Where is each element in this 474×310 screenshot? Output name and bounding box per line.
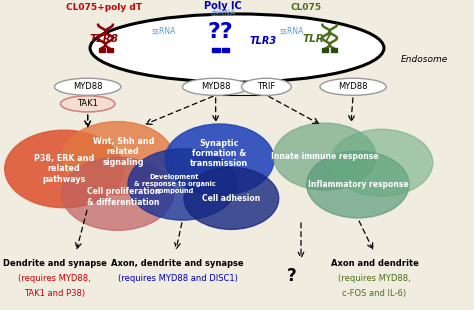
Circle shape xyxy=(184,167,279,229)
Text: MYD88: MYD88 xyxy=(73,82,102,91)
Bar xyxy=(99,48,105,52)
Text: Axon and dendrite: Axon and dendrite xyxy=(330,259,419,268)
Bar xyxy=(322,48,328,52)
Text: MYD88: MYD88 xyxy=(201,82,230,91)
Text: dsRNA: dsRNA xyxy=(210,9,236,19)
Text: P38, ERK and
related
pathways: P38, ERK and related pathways xyxy=(34,154,94,184)
Text: TAK1: TAK1 xyxy=(77,99,98,108)
Text: (requires MYD88,: (requires MYD88, xyxy=(18,274,91,283)
Circle shape xyxy=(128,149,237,220)
Text: ssRNA: ssRNA xyxy=(279,26,304,36)
Text: Cell adhesion: Cell adhesion xyxy=(202,194,260,203)
Text: Wnt, Shh and
related
signaling: Wnt, Shh and related signaling xyxy=(92,137,154,167)
Text: Synaptic
formation &
transmission: Synaptic formation & transmission xyxy=(191,139,248,168)
Text: Innate immune response: Innate immune response xyxy=(271,152,378,161)
Text: Development
& response to organic
compound: Development & response to organic compou… xyxy=(134,174,215,193)
Circle shape xyxy=(165,124,274,195)
Text: TLR8: TLR8 xyxy=(90,34,119,44)
Text: Inflammatory response: Inflammatory response xyxy=(308,180,408,189)
Text: ?: ? xyxy=(287,267,296,285)
Bar xyxy=(212,48,220,52)
Text: Axon, dendrite and synapse: Axon, dendrite and synapse xyxy=(111,259,244,268)
Circle shape xyxy=(330,129,433,196)
Bar xyxy=(107,48,113,52)
Text: TLR3: TLR3 xyxy=(249,36,277,46)
Text: Cell proliferation
& differentiation: Cell proliferation & differentiation xyxy=(87,187,160,206)
Circle shape xyxy=(273,123,376,190)
Text: Poly IC: Poly IC xyxy=(204,1,242,11)
Ellipse shape xyxy=(320,78,386,95)
Text: (requires MYD88 and DISC1): (requires MYD88 and DISC1) xyxy=(118,274,237,283)
Bar xyxy=(222,48,229,52)
Ellipse shape xyxy=(182,78,249,95)
Text: TRIF: TRIF xyxy=(257,82,275,91)
Text: CL075+poly dT: CL075+poly dT xyxy=(66,3,142,12)
Text: ssRNA: ssRNA xyxy=(151,26,176,36)
Text: c-FOS and IL-6): c-FOS and IL-6) xyxy=(342,289,407,298)
Ellipse shape xyxy=(60,96,115,112)
Bar xyxy=(331,48,337,52)
Ellipse shape xyxy=(242,78,291,95)
Text: Endosome: Endosome xyxy=(401,55,448,64)
Text: TLR7: TLR7 xyxy=(302,34,331,44)
Circle shape xyxy=(5,130,123,208)
Text: (requires MYD88,: (requires MYD88, xyxy=(338,274,411,283)
Circle shape xyxy=(307,151,409,218)
Circle shape xyxy=(62,157,173,230)
Text: MYD88: MYD88 xyxy=(338,82,368,91)
Ellipse shape xyxy=(90,14,384,82)
Text: CL075: CL075 xyxy=(290,3,321,12)
Text: Dendrite and synapse: Dendrite and synapse xyxy=(2,259,107,268)
Ellipse shape xyxy=(55,78,121,95)
Text: TAK1 and P38): TAK1 and P38) xyxy=(24,289,85,298)
Circle shape xyxy=(62,122,173,195)
Text: ??: ?? xyxy=(208,22,233,42)
